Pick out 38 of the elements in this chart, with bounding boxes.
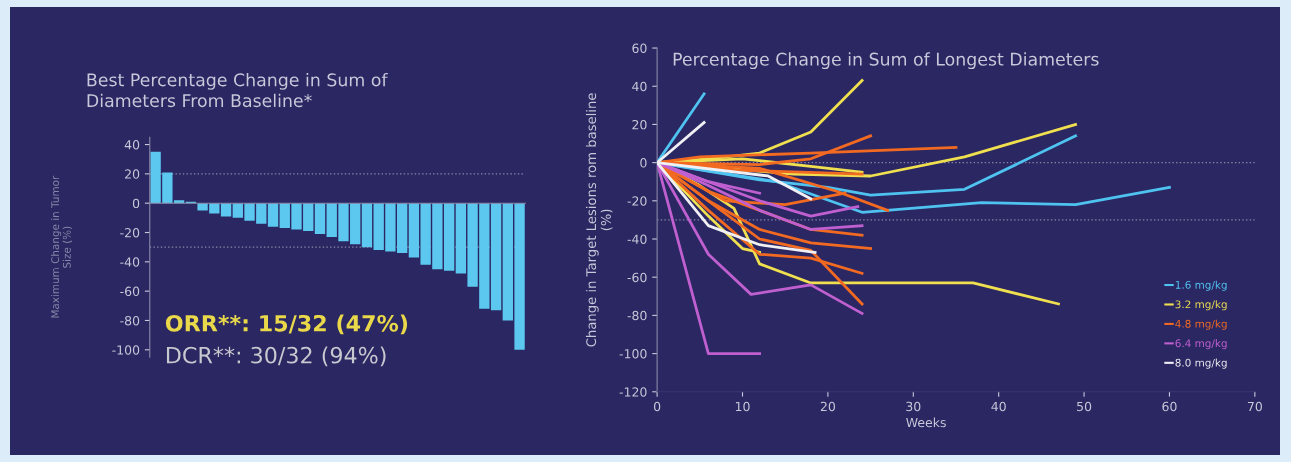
- x-axis-title: Weeks: [906, 417, 946, 428]
- y-tick-label: 20: [632, 119, 647, 130]
- y-tick-label: -20: [120, 227, 140, 238]
- y-axis-title: Change in Target Lesions rom baseline (%): [585, 93, 613, 347]
- y-tick-label: -20: [627, 196, 647, 206]
- x-tick-label: 30: [906, 401, 921, 412]
- y-tick-label: -40: [120, 257, 140, 267]
- y-tick-label: 60: [632, 43, 647, 53]
- legend-label: 1.6 mg/kg: [1175, 280, 1227, 291]
- legend-label: 6.4 mg/kg: [1175, 339, 1227, 350]
- annotation: ORR**: 15/32 (47%): [165, 314, 408, 335]
- annotation: DCR**: 30/32 (94%): [166, 346, 386, 367]
- x-tick-label: 0: [653, 401, 661, 412]
- x-tick-label: 50: [1077, 401, 1092, 412]
- y-tick-label: 20: [125, 169, 140, 179]
- chart-title: Best Percentage Change in Sum of Diameters From Baseline*: [87, 72, 388, 108]
- chart-title: Percentage Change in Sum of Longest Diameters: [673, 52, 1099, 70]
- y-tick-label: -60: [627, 272, 647, 283]
- y-tick-label: 0: [640, 158, 647, 168]
- x-tick-label: 20: [820, 401, 836, 412]
- y-tick-label: 0: [132, 198, 140, 209]
- y-tick-label: -80: [627, 310, 647, 321]
- y-tick-label: -40: [627, 234, 647, 244]
- y-tick-label: -100: [112, 345, 140, 355]
- x-tick-label: 40: [991, 401, 1006, 412]
- y-tick-label: -100: [619, 349, 647, 359]
- legend-label: 3.2 mg/kg: [1175, 300, 1227, 311]
- y-axis-title: Maximum Change in Tumor Size (%): [51, 175, 72, 318]
- x-tick-label: 70: [1247, 401, 1262, 412]
- y-tick-label: -80: [120, 315, 140, 326]
- y-tick-label: -60: [120, 286, 140, 297]
- legend-label: 4.8 mg/kg: [1175, 319, 1227, 330]
- x-tick-label: 10: [735, 401, 750, 412]
- y-tick-label: 40: [124, 140, 140, 150]
- y-tick-label: 40: [632, 81, 647, 92]
- x-tick-label: 60: [1162, 401, 1177, 412]
- y-tick-label: -120: [619, 387, 647, 397]
- legend-label: 8.0 mg/kg: [1175, 358, 1227, 369]
